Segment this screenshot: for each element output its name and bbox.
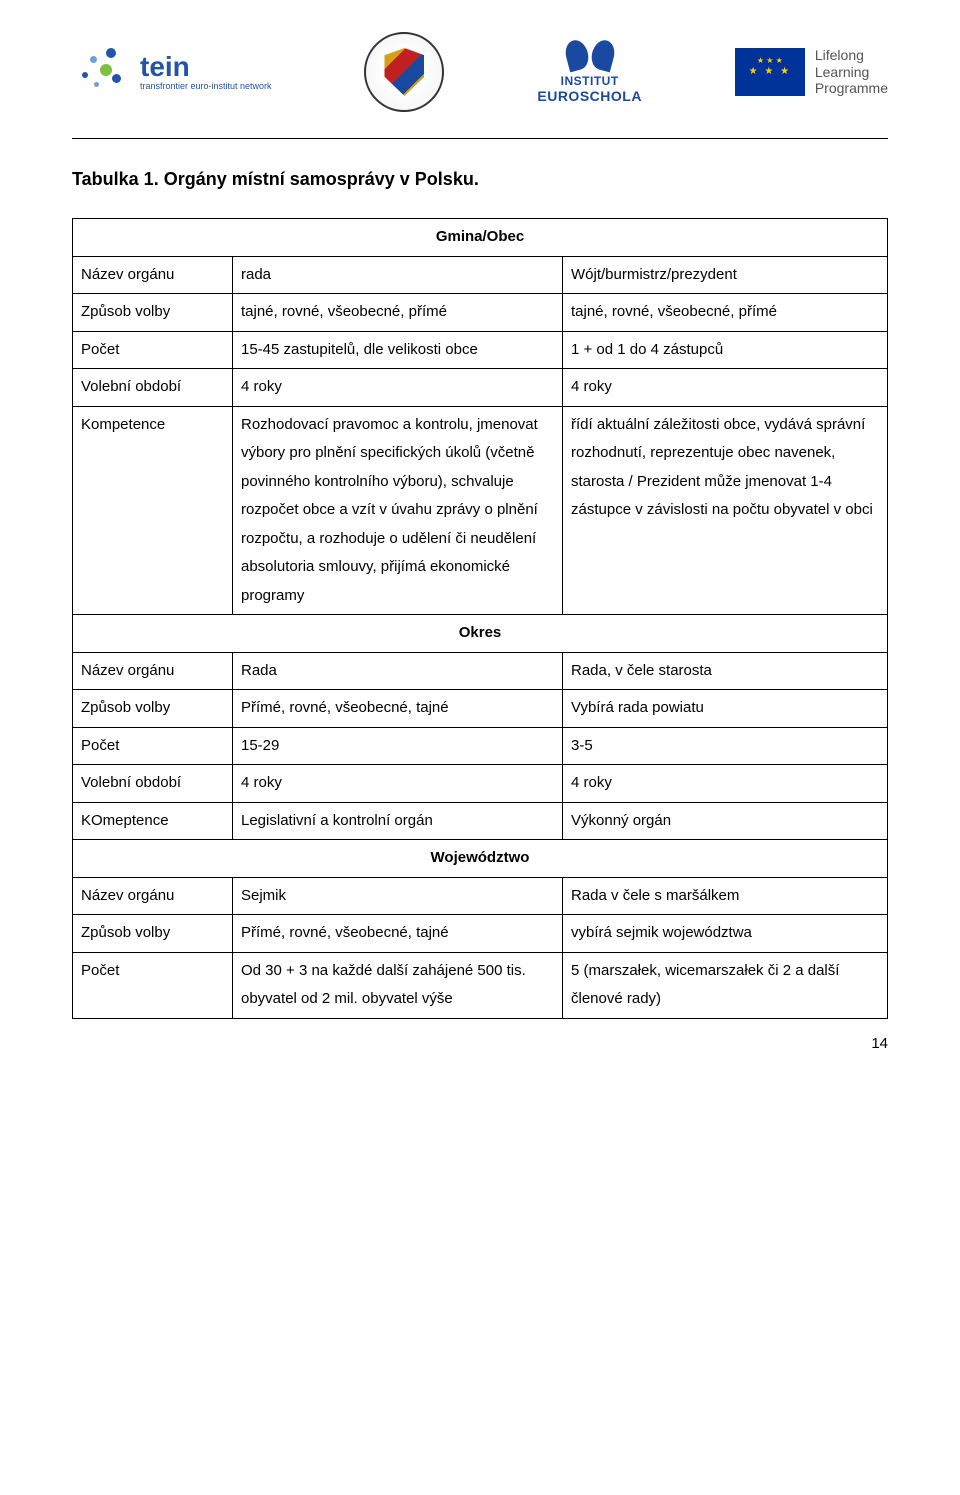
row-col3: Rada v čele s maršálkem xyxy=(563,877,888,915)
row-label: Způsob volby xyxy=(73,915,233,953)
row-col2: Přímé, rovné, všeobecné, tajné xyxy=(233,915,563,953)
euroschola-line1: INSTITUT xyxy=(561,74,619,88)
table-row: KOmeptence Legislativní a kontrolní orgá… xyxy=(73,802,888,840)
table-row: Počet Od 30 + 3 na každé další zahájené … xyxy=(73,952,888,1018)
row-label: Způsob volby xyxy=(73,690,233,728)
orgs-table: Gmina/Obec Název orgánu rada Wójt/burmis… xyxy=(72,218,888,1019)
tein-sublabel: transfrontier euro-institut network xyxy=(140,81,272,91)
row-col3: 4 roky xyxy=(563,765,888,803)
row-col3: 5 (marszałek, wicemarszałek či 2 a další… xyxy=(563,952,888,1018)
page-number: 14 xyxy=(72,1035,888,1052)
eu-flag-icon: ★ ★ ★ xyxy=(735,48,805,96)
row-label: Název orgánu xyxy=(73,877,233,915)
row-label: Počet xyxy=(73,331,233,369)
tein-dots-icon xyxy=(72,42,132,102)
table-row: Název orgánu Sejmik Rada v čele s maršál… xyxy=(73,877,888,915)
row-col3: 4 roky xyxy=(563,369,888,407)
row-col3: řídí aktuální záležitosti obce, vydává s… xyxy=(563,406,888,615)
section-gmina: Gmina/Obec xyxy=(73,219,888,257)
llp-text: Lifelong Learning Programme xyxy=(815,47,888,97)
row-col2: Sejmik xyxy=(233,877,563,915)
row-label: Volební období xyxy=(73,765,233,803)
row-col2: Legislativní a kontrolní orgán xyxy=(233,802,563,840)
table-row: Volební období 4 roky 4 roky xyxy=(73,765,888,803)
row-col3: Výkonný orgán xyxy=(563,802,888,840)
table-row: Název orgánu rada Wójt/burmistrz/prezyde… xyxy=(73,256,888,294)
euroschola-icon xyxy=(566,40,614,70)
row-col2: Od 30 + 3 na každé další zahájené 500 ti… xyxy=(233,952,563,1018)
table-row: Způsob volby tajné, rovné, všeobecné, př… xyxy=(73,294,888,332)
row-col3: 3-5 xyxy=(563,727,888,765)
tein-logo: tein transfrontier euro-institut network xyxy=(72,42,272,102)
row-label: Počet xyxy=(73,952,233,1018)
row-label: Název orgánu xyxy=(73,256,233,294)
row-label: Způsob volby xyxy=(73,294,233,332)
row-col2: 4 roky xyxy=(233,369,563,407)
row-col3: 1 + od 1 do 4 zástupců xyxy=(563,331,888,369)
row-label: KOmeptence xyxy=(73,802,233,840)
euroschola-logo: INSTITUT EUROSCHOLA xyxy=(537,40,642,104)
row-label: Volební období xyxy=(73,369,233,407)
table-row: Počet 15-29 3-5 xyxy=(73,727,888,765)
row-col3: vybírá sejmik województwa xyxy=(563,915,888,953)
euroschola-line2: EUROSCHOLA xyxy=(537,88,642,104)
table-title: Tabulka 1. Orgány místní samosprávy v Po… xyxy=(72,169,888,190)
shield-icon xyxy=(384,48,424,96)
table-row: Počet 15-45 zastupitelů, dle velikosti o… xyxy=(73,331,888,369)
llp-line1: Lifelong xyxy=(815,47,888,64)
row-col2: Rada xyxy=(233,652,563,690)
table-row: Název orgánu Rada Rada, v čele starosta xyxy=(73,652,888,690)
olza-logo xyxy=(364,32,444,112)
table-row: Způsob volby Přímé, rovné, všeobecné, ta… xyxy=(73,915,888,953)
logo-header: tein transfrontier euro-institut network… xyxy=(72,24,888,120)
llp-line3: Programme xyxy=(815,80,888,97)
row-col2: Přímé, rovné, všeobecné, tajné xyxy=(233,690,563,728)
row-label: Počet xyxy=(73,727,233,765)
row-col3: Wójt/burmistrz/prezydent xyxy=(563,256,888,294)
section-okres: Okres xyxy=(73,615,888,653)
row-col2: tajné, rovné, všeobecné, přímé xyxy=(233,294,563,332)
row-label: Kompetence xyxy=(73,406,233,615)
row-col2: 15-45 zastupitelů, dle velikosti obce xyxy=(233,331,563,369)
section-woj: Województwo xyxy=(73,840,888,878)
row-col2: 4 roky xyxy=(233,765,563,803)
llp-logo: ★ ★ ★ Lifelong Learning Programme xyxy=(735,47,888,97)
llp-line2: Learning xyxy=(815,64,888,81)
row-label: Název orgánu xyxy=(73,652,233,690)
row-col3: Vybírá rada powiatu xyxy=(563,690,888,728)
tein-label: tein xyxy=(140,53,272,81)
header-separator xyxy=(72,138,888,139)
row-col3: tajné, rovné, všeobecné, přímé xyxy=(563,294,888,332)
table-row: Volební období 4 roky 4 roky xyxy=(73,369,888,407)
table-row: Kompetence Rozhodovací pravomoc a kontro… xyxy=(73,406,888,615)
row-col2: 15-29 xyxy=(233,727,563,765)
row-col2: Rozhodovací pravomoc a kontrolu, jmenova… xyxy=(233,406,563,615)
table-row: Způsob volby Přímé, rovné, všeobecné, ta… xyxy=(73,690,888,728)
row-col2: rada xyxy=(233,256,563,294)
row-col3: Rada, v čele starosta xyxy=(563,652,888,690)
